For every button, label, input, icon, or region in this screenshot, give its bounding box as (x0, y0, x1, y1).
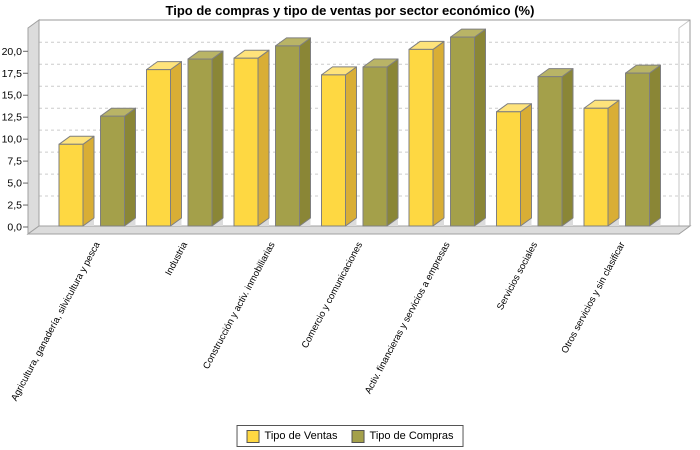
legend-swatch (246, 429, 260, 443)
left-wall (27, 19, 40, 235)
right-wall-edge (678, 19, 691, 234)
category-label: Activ. financieras y servicios a empresa… (363, 240, 453, 396)
bar-s1-c4 (450, 28, 486, 227)
y-tick-label: 5,0 (7, 178, 22, 190)
bar-s1-c1 (187, 50, 224, 227)
bar-s1-c6 (625, 64, 661, 227)
bar-s1-c2 (275, 37, 311, 227)
legend-label: Tipo de Compras (369, 430, 454, 442)
y-tick-label: 15,0 (2, 90, 23, 102)
bar-s0-c0 (58, 135, 95, 227)
chart-title: Tipo de compras y tipo de ventas por sec… (165, 3, 535, 18)
category-label: Agricultura, ganadería, silvicultura y p… (9, 240, 103, 403)
category-label: Servicios sociales (495, 240, 540, 312)
bar-s1-c3 (362, 58, 399, 227)
category-label: Comercio y comunicaciones (300, 240, 366, 350)
bar-s1-c0 (100, 107, 136, 227)
category-label: Otros servicios y sin clasificar (559, 240, 627, 355)
legend-item: Tipo de Compras (351, 429, 454, 443)
floor (26, 225, 692, 235)
back-wall-edge (39, 19, 691, 226)
bar-s0-c1 (146, 61, 182, 227)
bar-s0-c6 (583, 99, 620, 227)
legend-item: Tipo de Ventas (246, 429, 338, 443)
y-tick-label: 7,5 (7, 156, 22, 168)
y-tick-label: 0,0 (7, 222, 22, 234)
category-label: Industria (163, 240, 190, 278)
bar-s0-c3 (321, 66, 357, 227)
y-axis: 0,0 2,5 5,0 7,5 10,0 12,5 15,0 17,5 20,0 (2, 46, 28, 234)
y-tick-label: 12,5 (2, 112, 23, 124)
legend-label: Tipo de Ventas (264, 430, 338, 442)
y-tick-label: 2,5 (7, 200, 22, 212)
y-tick-label: 10,0 (2, 134, 23, 146)
bar-s0-c5 (496, 103, 532, 227)
category-label: Construcción y activ. inmobiliarias (201, 240, 278, 371)
bar-s0-c4 (408, 40, 445, 227)
y-tick-label: 17,5 (2, 68, 23, 80)
legend-swatch (351, 429, 365, 443)
bar-s0-c2 (233, 49, 270, 227)
bar-s1-c5 (537, 68, 574, 227)
chart-legend: Tipo de Ventas Tipo de Compras (236, 425, 464, 447)
y-tick-label: 20,0 (2, 46, 23, 58)
